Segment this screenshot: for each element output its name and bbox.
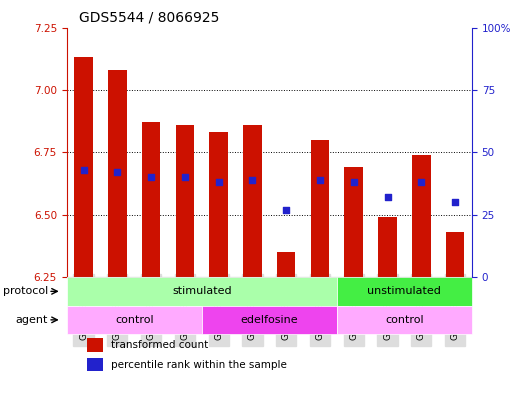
Bar (87, 358, 103, 371)
Text: transformed count: transformed count (111, 340, 208, 350)
FancyBboxPatch shape (337, 277, 472, 306)
Point (350, 179, 358, 185)
Point (113, 169, 122, 175)
Bar (108, 70, 127, 277)
FancyBboxPatch shape (202, 306, 337, 334)
Point (282, 207, 290, 213)
Point (316, 176, 324, 183)
Text: stimulated: stimulated (172, 286, 231, 296)
Point (383, 194, 391, 200)
Point (248, 176, 256, 183)
Bar (344, 167, 363, 277)
Bar (446, 232, 464, 277)
FancyBboxPatch shape (337, 306, 472, 334)
Bar (378, 217, 397, 277)
Text: unstimulated: unstimulated (367, 286, 441, 296)
Text: GDS5544 / 8066925: GDS5544 / 8066925 (79, 11, 219, 25)
Bar (311, 140, 329, 277)
FancyBboxPatch shape (67, 306, 202, 334)
Point (451, 199, 459, 206)
Bar (277, 252, 295, 277)
Text: control: control (385, 315, 424, 325)
Bar (412, 155, 430, 277)
Text: control: control (115, 315, 153, 325)
Point (80, 167, 88, 173)
Point (214, 179, 223, 185)
Point (417, 179, 425, 185)
Text: agent: agent (16, 315, 48, 325)
FancyBboxPatch shape (67, 277, 337, 306)
Bar (142, 122, 161, 277)
Text: protocol: protocol (3, 286, 48, 296)
Text: edelfosine: edelfosine (241, 315, 298, 325)
Point (181, 174, 189, 180)
Bar (175, 125, 194, 277)
Bar (209, 132, 228, 277)
Bar (87, 338, 103, 352)
Bar (243, 125, 262, 277)
Point (147, 174, 155, 180)
Bar (74, 57, 93, 277)
Text: percentile rank within the sample: percentile rank within the sample (111, 360, 287, 370)
